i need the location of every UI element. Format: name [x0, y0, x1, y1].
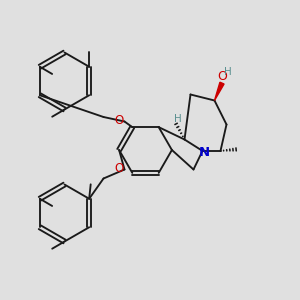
Text: H: H — [224, 67, 232, 77]
Text: O: O — [217, 70, 227, 83]
Text: N: N — [199, 146, 210, 159]
Text: H: H — [174, 114, 182, 124]
Text: O: O — [115, 162, 124, 176]
Text: O: O — [115, 114, 124, 128]
Polygon shape — [214, 82, 224, 100]
